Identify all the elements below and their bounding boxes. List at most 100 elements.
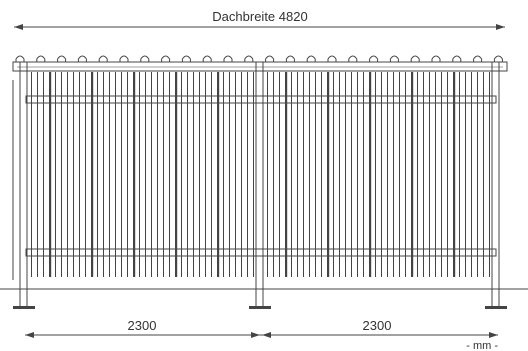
bay-dimensions: 2300 2300 - mm -: [25, 318, 498, 351]
roof-scallop: [473, 55, 483, 62]
slat: [399, 72, 400, 277]
slat: [345, 72, 346, 277]
slat: [447, 72, 448, 277]
slat: [97, 72, 98, 277]
slat: [67, 72, 68, 277]
slat: [339, 72, 340, 277]
slat: [381, 72, 382, 277]
slat: [61, 72, 62, 277]
roof-scallop: [181, 55, 191, 62]
slat: [267, 72, 268, 277]
slat: [321, 72, 322, 277]
roof-scallop: [98, 55, 108, 62]
slat: [55, 72, 56, 277]
roof-width-dimension: Dachbreite 4820: [14, 9, 505, 30]
roof-edge: [12, 61, 508, 72]
slat: [151, 72, 152, 277]
roof-scallop: [410, 55, 420, 62]
slat: [109, 72, 110, 277]
slat: [285, 72, 288, 277]
slat: [465, 72, 466, 277]
slat: [297, 72, 298, 277]
slat: [423, 72, 424, 277]
unit-label: - mm -: [466, 340, 498, 351]
roof-scallop: [119, 55, 129, 62]
slat: [351, 72, 352, 277]
slat: [387, 72, 388, 277]
slat: [405, 72, 406, 277]
slat: [489, 72, 490, 277]
slat: [333, 72, 334, 277]
slat: [103, 72, 104, 277]
roof-scallop: [369, 55, 379, 62]
slat: [181, 72, 182, 277]
ground-line: [0, 288, 528, 309]
slat: [31, 72, 32, 277]
wall-slats: [31, 72, 490, 277]
slat: [483, 72, 484, 277]
roof-scallop: [452, 55, 462, 62]
slat: [205, 72, 206, 277]
slat: [169, 72, 170, 277]
slat: [223, 72, 224, 277]
slat: [193, 72, 194, 277]
slat: [241, 72, 242, 277]
slat: [91, 72, 94, 277]
slat: [211, 72, 212, 277]
slat: [303, 72, 304, 277]
slat: [115, 72, 116, 277]
slat: [441, 72, 442, 277]
slat: [43, 72, 44, 277]
slat: [435, 72, 436, 277]
left-foot-plate: [13, 306, 35, 309]
right-foot-plate: [485, 306, 507, 309]
slat: [37, 72, 38, 277]
slat: [175, 72, 178, 277]
slat: [417, 72, 418, 277]
slat: [279, 72, 280, 277]
slat: [49, 72, 52, 277]
slat: [235, 72, 236, 277]
slat: [309, 72, 310, 277]
roof-scallop: [244, 55, 254, 62]
roof-corrugation: [15, 55, 503, 62]
slat: [187, 72, 188, 277]
slat: [471, 72, 472, 277]
bay-right-label: 2300: [363, 318, 392, 333]
roof-scallop: [36, 55, 46, 62]
slat: [453, 72, 456, 277]
roof-scallop: [431, 55, 441, 62]
slat: [121, 72, 122, 277]
slat: [291, 72, 292, 277]
roof-width-label: Dachbreite 4820: [212, 9, 307, 24]
slat: [477, 72, 478, 277]
slat: [375, 72, 376, 277]
center-foot-plate: [249, 306, 271, 309]
slat: [157, 72, 158, 277]
roof-scallop: [493, 55, 503, 62]
slat: [133, 72, 136, 277]
slat: [253, 72, 254, 277]
slat: [369, 72, 372, 277]
center-post: [255, 61, 264, 309]
slat: [139, 72, 140, 277]
slat: [363, 72, 364, 277]
roof-scallop: [223, 55, 233, 62]
roof-scallop: [285, 55, 295, 62]
slat: [429, 72, 430, 277]
roof-scallop: [15, 55, 25, 62]
roof-scallop: [202, 55, 212, 62]
slat: [85, 72, 86, 277]
slat: [127, 72, 128, 277]
roof-scallop: [348, 55, 358, 62]
roof-scallop: [161, 55, 171, 62]
slat: [393, 72, 394, 277]
slat: [315, 72, 316, 277]
slat: [273, 72, 274, 277]
slat: [411, 72, 414, 277]
slat: [229, 72, 230, 277]
slat: [145, 72, 146, 277]
slat: [327, 72, 330, 277]
slat: [459, 72, 460, 277]
slat: [247, 72, 248, 277]
